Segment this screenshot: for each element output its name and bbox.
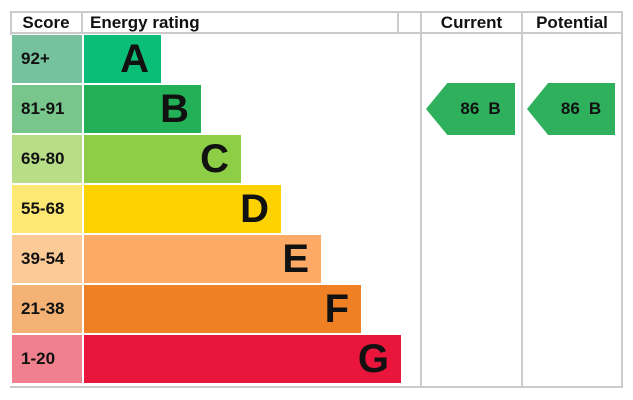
potential-column-header: Potential [536,13,608,32]
band-bar: C [84,135,241,183]
rating-bands: 92+ A 81-91 B 69-80 C 55-68 D 39-54 E 21… [12,35,412,385]
band-letter: F [324,287,349,331]
potential-score: 86 [560,99,580,118]
band-letter: D [240,187,269,231]
table-border-right [621,11,623,388]
band-bar: A [84,35,161,83]
potential-rating-letter: B [588,99,602,118]
band-letter: A [120,37,149,81]
band-score-range: 69-80 [12,135,82,183]
band-bar: G [84,335,401,383]
band-letter: G [357,337,389,381]
band-score-range: 1-20 [12,335,82,383]
band-row-c: 69-80 C [12,135,412,183]
band-row-f: 21-38 F [12,285,412,333]
band-letter: C [200,137,229,181]
band-bar: E [84,235,321,283]
band-score-range: 55-68 [12,185,82,233]
potential-column-separator [521,11,523,388]
table-border-top [10,11,623,13]
score-column-header: Score [22,13,70,32]
band-row-d: 55-68 D [12,185,412,233]
band-score-range: 21-38 [12,285,82,333]
current-rating-letter: B [488,99,501,118]
band-row-e: 39-54 E [12,235,412,283]
band-score-range: 39-54 [12,235,82,283]
table-border-left [10,11,12,35]
band-bar: B [84,85,201,133]
band-bar: F [84,285,361,333]
band-row-b: 81-91 B [12,85,412,133]
current-column-separator [420,11,422,388]
band-letter: B [160,87,189,131]
band-letter: E [282,237,309,281]
band-row-a: 92+ A [12,35,412,83]
header-bottom-border [10,32,623,34]
score-column-separator [81,11,83,34]
current-column-header: Current [440,13,503,32]
band-bar: D [84,185,281,233]
rating-column-separator [397,11,399,34]
current-arrow: 86 B [426,83,515,135]
table-border-bottom [10,386,623,388]
band-row-g: 1-20 G [12,335,412,383]
band-score-range: 81-91 [12,85,82,133]
current-score: 86 [460,99,480,118]
energy-rating-header: Energy rating [90,13,200,32]
band-score-range: 92+ [12,35,82,83]
potential-arrow: 86 B [527,83,615,135]
